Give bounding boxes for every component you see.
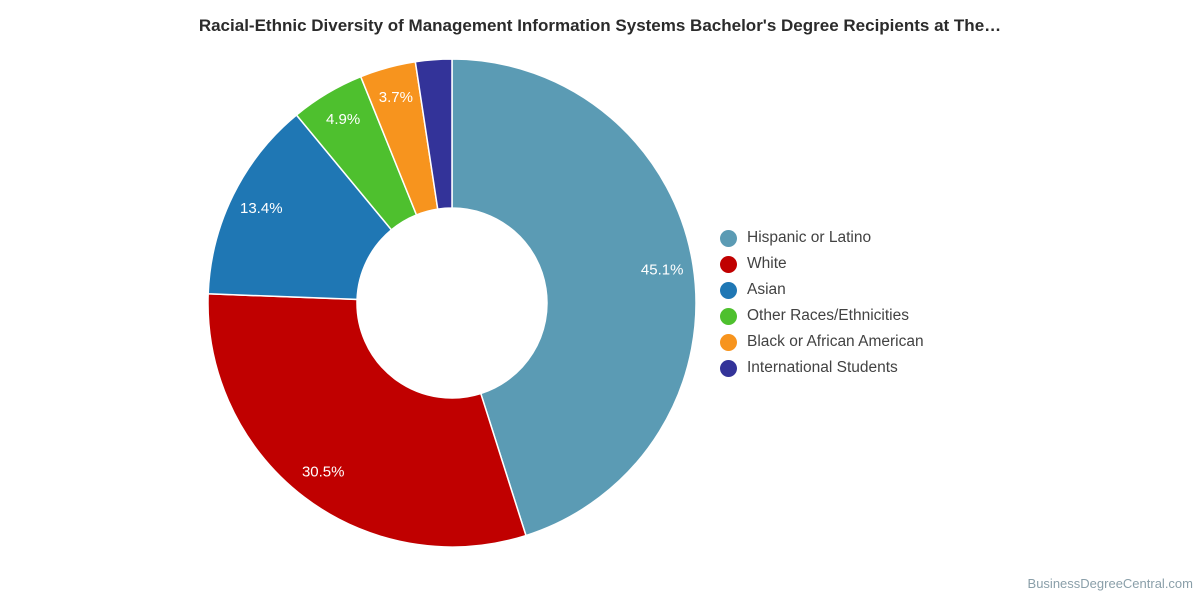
svg-text:45.1%: 45.1% [641,261,684,278]
svg-text:3.7%: 3.7% [379,89,413,106]
svg-text:4.9%: 4.9% [326,111,360,128]
svg-text:30.5%: 30.5% [302,463,345,480]
svg-text:13.4%: 13.4% [240,200,283,217]
